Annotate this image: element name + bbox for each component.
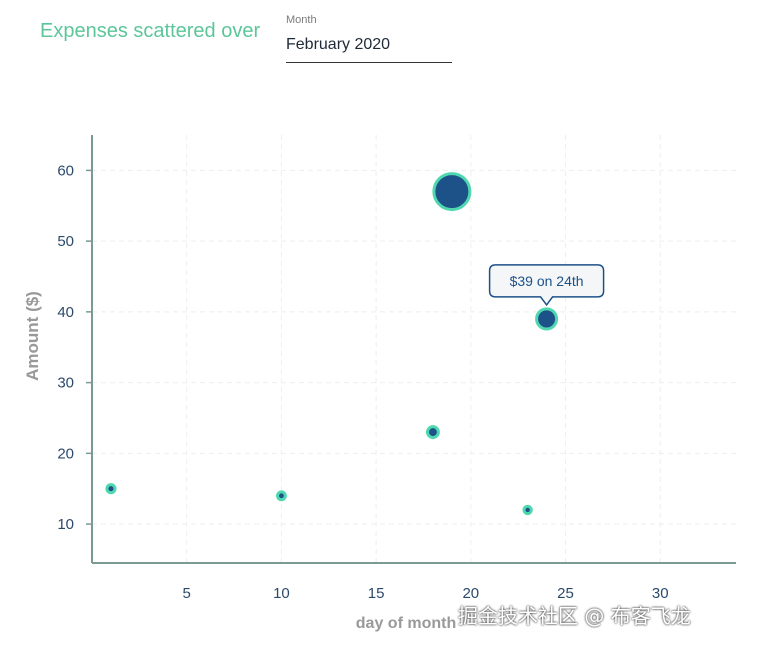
watermark: 掘金技术社区 @ 布客飞龙 — [458, 604, 691, 628]
month-input[interactable] — [286, 34, 452, 63]
data-point — [276, 490, 287, 502]
data-points — [105, 172, 559, 516]
grid — [92, 135, 736, 563]
axes — [91, 135, 736, 564]
x-tick-label: 5 — [183, 585, 191, 602]
data-point — [432, 172, 472, 212]
data-point — [105, 483, 117, 495]
y-tick-label: 30 — [57, 375, 74, 392]
y-tick-label: 40 — [57, 304, 74, 321]
month-label: Month — [286, 14, 317, 26]
x-tick-label: 25 — [557, 585, 574, 602]
y-tick-label: 60 — [57, 162, 74, 179]
x-tick-label: 10 — [273, 585, 290, 602]
y-tick-label: 50 — [57, 233, 74, 250]
x-tick-label: 15 — [368, 585, 385, 602]
data-point — [522, 504, 533, 516]
y-axis-title: Amount ($) — [23, 291, 42, 381]
y-tick-label: 10 — [57, 516, 74, 533]
y-tick-label: 20 — [57, 445, 74, 462]
tooltip: $39 on 24th — [488, 264, 605, 307]
tooltip-box — [488, 264, 605, 307]
data-point — [425, 425, 440, 440]
month-select[interactable]: Month — [286, 14, 454, 63]
x-tick-label: 30 — [652, 585, 669, 602]
x-axis-title: day of month — [356, 615, 456, 632]
y-ticks: 10 20 30 40 50 60 — [57, 162, 92, 533]
page-title: Expenses scattered over — [40, 20, 261, 42]
x-ticks: 5 10 15 20 25 30 — [183, 585, 669, 602]
tooltip-text: $39 on 24th — [510, 273, 584, 289]
x-tick-label: 20 — [462, 585, 479, 602]
data-point — [535, 307, 559, 331]
